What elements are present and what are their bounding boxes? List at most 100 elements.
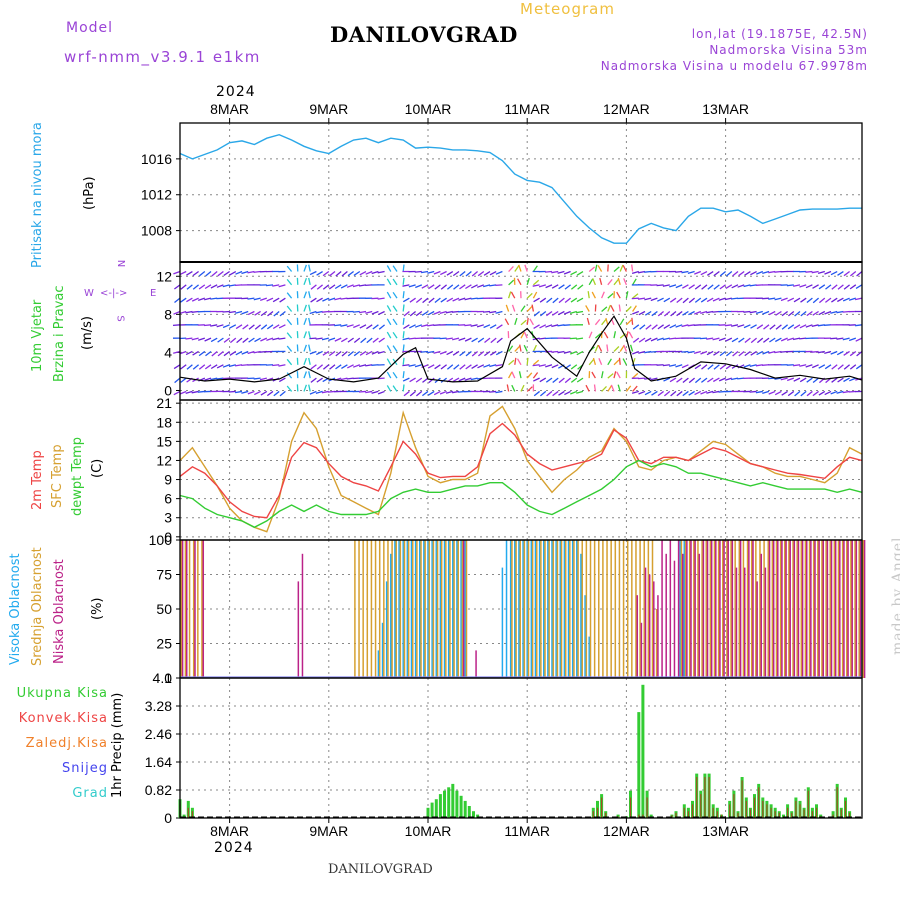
wind-arrow [607, 358, 612, 366]
wind-arrow [650, 350, 658, 353]
wind-arrow [793, 297, 801, 303]
wind-arrow [564, 390, 571, 396]
wind-arrow [817, 350, 825, 354]
wind-arrow [446, 350, 454, 356]
wind-arrow [538, 364, 546, 367]
wind-arrow [392, 345, 398, 352]
precip-conv-bar [729, 804, 731, 818]
wind-arrow [619, 345, 625, 352]
wind-arrow [334, 284, 342, 290]
wind-arrow [545, 324, 553, 328]
wind-arrow [576, 377, 584, 383]
wind-arrow [234, 390, 243, 394]
precip-conv-bar [836, 787, 838, 818]
wind-arrow [576, 270, 584, 276]
wind-arrow [484, 350, 491, 357]
wind-arrow [526, 277, 530, 286]
wind-arrow [174, 297, 181, 304]
wind-arrow [483, 324, 491, 329]
wind-arrow [334, 324, 342, 327]
wind-arrow [505, 304, 510, 312]
wind-arrow [365, 364, 373, 367]
wind-arrow [557, 270, 565, 274]
wind-arrow [593, 384, 597, 392]
wind-arrow [308, 357, 311, 365]
wind-arrow [422, 377, 429, 383]
wind-arrow [489, 390, 497, 393]
wind-arrow [520, 319, 527, 326]
wind-arrow [347, 364, 354, 369]
wind-arrow [738, 350, 745, 357]
wind-arrow [768, 297, 776, 300]
model-elevation-label: Nadmorska Visina u modelu 67.9978m [600, 59, 868, 73]
wind-arrow [787, 324, 795, 330]
wind-arrow [780, 297, 788, 302]
wind-arrow [811, 270, 819, 274]
wind-arrow [675, 364, 683, 368]
wind-arrow [242, 324, 249, 330]
wind-arrow [173, 350, 181, 354]
wind-arrow [558, 297, 565, 304]
wind-arrow [663, 297, 671, 303]
wind-arrow [179, 270, 187, 276]
precip-total-bar [182, 814, 186, 818]
wind-arrow [539, 310, 547, 317]
wind-arrow [831, 284, 838, 290]
wind-arrow [755, 390, 763, 394]
wind-arrow [701, 377, 708, 383]
precip-conv-bar [766, 804, 768, 818]
wind-arrow [520, 331, 525, 339]
precip-conv-bar [638, 814, 640, 818]
wind-arrow [681, 324, 689, 328]
sfc-temp-line [179, 405, 863, 533]
wind-arrow [286, 385, 293, 392]
wind-arrow [464, 337, 472, 342]
wind-arrow [476, 324, 484, 328]
wind-arrow [440, 297, 447, 303]
wind-arrow [415, 377, 423, 383]
top-year: 2024 [216, 84, 256, 100]
wind-arrow [806, 377, 813, 383]
wind-arrow [518, 264, 522, 272]
wind-arrow [755, 310, 763, 315]
wind-arrow [694, 310, 702, 315]
wind-arrow [526, 305, 533, 312]
wind-arrow [570, 284, 578, 290]
wind-arrow [558, 284, 565, 290]
wind-arrow [377, 270, 385, 274]
wind-arrow [775, 310, 782, 316]
wind-arrow [594, 344, 599, 352]
precip-conv-bar [642, 814, 644, 818]
wind-arrow [386, 305, 392, 312]
wind-arrow [229, 350, 237, 356]
wind-arrow [186, 270, 193, 276]
wind-arrow [622, 265, 627, 272]
wind-arrow [504, 318, 510, 326]
wind-arrow [308, 291, 311, 299]
wind-arrow [812, 297, 820, 304]
wind-arrow [545, 364, 553, 368]
wind-arrow [341, 350, 348, 357]
wind-arrow [681, 364, 689, 369]
wind-arrow [837, 284, 844, 290]
wind-arrow [631, 390, 639, 394]
wind-arrow [458, 337, 466, 342]
wind-arrow [718, 337, 726, 342]
wind-arrow [197, 297, 206, 302]
wind-arrow [514, 265, 520, 272]
ytick-label-cloud: 0 [164, 670, 172, 686]
wind-arrow [712, 310, 720, 313]
wind-arrow [191, 337, 199, 341]
wind-arrow [805, 364, 813, 368]
wind-arrow [769, 337, 776, 343]
wind-arrow [516, 358, 522, 366]
wind-arrow [774, 297, 782, 301]
wind-arrow [663, 390, 671, 397]
wind-arrow [682, 310, 689, 316]
wind-arrow [818, 364, 826, 369]
wind-arrow [718, 297, 726, 301]
wind-arrow [179, 350, 187, 355]
wind-arrow [657, 297, 664, 302]
precip-conv-bar [770, 807, 772, 818]
wind-arrow [222, 284, 230, 288]
